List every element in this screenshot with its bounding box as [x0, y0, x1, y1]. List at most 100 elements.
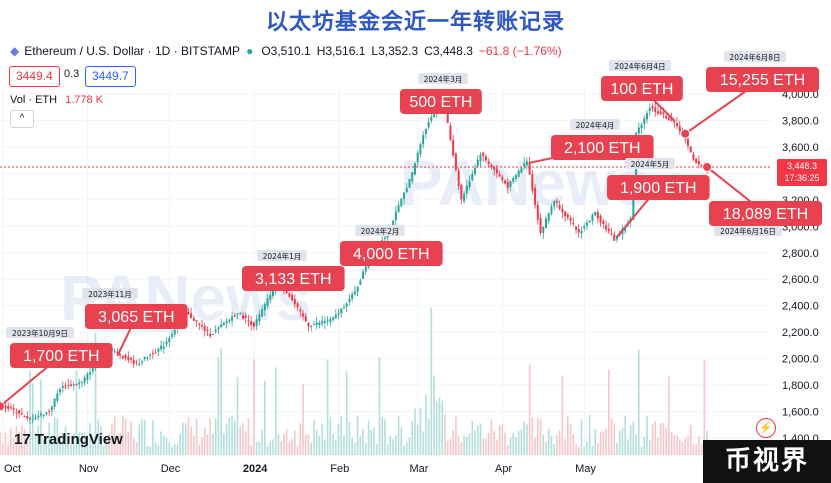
- candle-body: [293, 298, 296, 305]
- volume-bar: [463, 436, 465, 455]
- volume-bar: [444, 414, 446, 455]
- volume-bar: [70, 444, 72, 455]
- candle-body: [302, 313, 305, 317]
- y-tick-label: 1,600.0: [782, 407, 819, 419]
- volume-bar: [122, 415, 124, 455]
- candle-body: [493, 167, 496, 170]
- candle-body: [383, 237, 386, 240]
- change-value: −61.8 (−1.76%): [478, 44, 562, 58]
- annotation-box: [340, 241, 443, 266]
- candle-body: [484, 156, 487, 161]
- volume-bar: [572, 434, 575, 455]
- candle-body: [605, 225, 608, 230]
- volume-bar: [476, 425, 479, 455]
- volume-bar: [651, 424, 654, 455]
- candle-body: [20, 413, 23, 415]
- volume-legend[interactable]: Vol · ETH 1.778 K: [10, 94, 103, 106]
- annotation-amount: 3,065 ETH: [98, 309, 174, 326]
- volume-bar: [171, 446, 173, 455]
- candle-body: [261, 309, 264, 317]
- volume-bar: [534, 437, 536, 455]
- candle-body: [479, 154, 482, 162]
- volume-bar: [157, 445, 160, 455]
- volume-bar: [558, 430, 561, 455]
- alert-bolt-icon[interactable]: ⚡: [756, 418, 776, 438]
- volume-bar: [329, 416, 332, 455]
- volume-bar: [233, 420, 236, 455]
- volume-bar: [591, 446, 594, 455]
- candle-body: [12, 408, 15, 410]
- current-price-tag: 3,448.3 17:36:25: [777, 159, 827, 186]
- volume-bar: [433, 375, 435, 455]
- volume-bar: [212, 433, 214, 455]
- volume-bar: [381, 417, 383, 455]
- tradingview-wordmark: TradingView: [34, 431, 123, 448]
- collapse-legend-button[interactable]: ^: [10, 110, 34, 128]
- candle-body: [160, 345, 163, 350]
- annotation-date: 2024年1月: [263, 251, 302, 261]
- candle-body: [50, 406, 53, 411]
- volume-bar: [594, 428, 596, 455]
- candle-body: [304, 316, 307, 322]
- x-tick-label: Mar: [409, 463, 428, 475]
- candle-body: [56, 393, 59, 401]
- volume-bar: [313, 419, 315, 455]
- candle-body: [700, 164, 703, 166]
- volume-bar: [564, 439, 566, 455]
- candle-body: [48, 411, 51, 413]
- sell-price-button[interactable]: 3449.4: [9, 66, 60, 87]
- candle-body: [211, 333, 214, 335]
- candle-body: [149, 354, 152, 356]
- symbol-legend[interactable]: ◆ Ethereum / U.S. Dollar · 1D · BITSTAMP ●…: [10, 44, 562, 58]
- candle-body: [154, 352, 157, 354]
- high-value: 3,516.1: [325, 44, 366, 58]
- volume-bar: [274, 367, 277, 455]
- volume-bar: [179, 433, 181, 455]
- candle-body: [471, 173, 474, 181]
- annotation-date-bg: [355, 225, 405, 236]
- volume-bar: [310, 442, 313, 455]
- candle-body: [577, 228, 580, 233]
- candle-body: [364, 266, 367, 272]
- volume-bar: [354, 442, 356, 455]
- candle-body: [566, 214, 569, 218]
- volume-bar: [201, 437, 203, 455]
- volume-bar: [498, 424, 501, 455]
- candle-body: [127, 357, 130, 361]
- volume-bar: [528, 364, 531, 455]
- volume-bar: [597, 443, 599, 455]
- volume-bar: [599, 431, 602, 455]
- annotation-box: [85, 304, 188, 329]
- volume-bar: [553, 444, 555, 455]
- candle-body: [686, 138, 689, 146]
- tradingview-logo[interactable]: 17 TradingView: [14, 431, 123, 448]
- volume-bar: [250, 445, 252, 455]
- candle-body: [422, 135, 425, 145]
- volume-bar: [223, 433, 225, 455]
- volume-bar: [632, 421, 635, 455]
- candle-body: [553, 200, 556, 207]
- volume-bar: [351, 438, 353, 455]
- volume-bar: [526, 424, 528, 455]
- volume-bar: [501, 423, 504, 455]
- volume-bar: [474, 430, 476, 455]
- volume-bar: [100, 426, 102, 455]
- candle-body: [4, 405, 7, 409]
- annotation-date-bg: [609, 60, 671, 71]
- candle-body: [296, 303, 299, 308]
- volume-bar: [395, 435, 397, 455]
- candle-body: [509, 181, 512, 187]
- volume-bar: [163, 435, 165, 455]
- volume-bar: [575, 443, 577, 455]
- volume-bar: [648, 440, 651, 455]
- volume-bar: [665, 427, 667, 455]
- open-label: O: [261, 44, 271, 58]
- buy-price-button[interactable]: 3449.7: [85, 66, 136, 87]
- volume-bar: [132, 438, 135, 455]
- candle-body: [323, 321, 326, 324]
- volume-bar: [269, 441, 272, 455]
- candle-body: [190, 313, 193, 319]
- volume-bar: [345, 370, 348, 455]
- candle-body: [225, 321, 228, 324]
